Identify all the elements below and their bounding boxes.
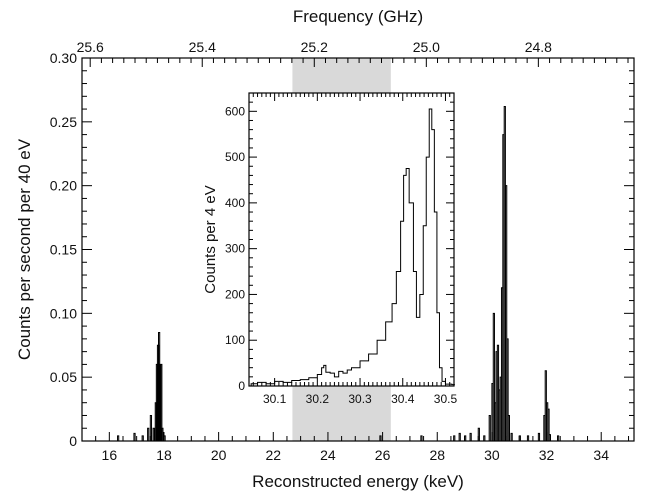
x-tick-label: 16 xyxy=(102,447,118,463)
inset-plot: 30.1 30.2 30.3 30.4 30.50100200300400500600 … xyxy=(202,92,457,406)
x-tick-label: 24 xyxy=(320,447,336,463)
top-tick-label: 25.6 xyxy=(77,39,104,55)
inset-background xyxy=(249,93,454,386)
y-tick-label: 0 xyxy=(69,433,77,449)
top-tick-label: 25.2 xyxy=(301,39,328,55)
y-tick-label: 0.15 xyxy=(50,242,77,258)
inset-y-tick-label: 400 xyxy=(225,196,245,210)
top-tick-label: 24.8 xyxy=(525,39,552,55)
x-tick-label: 30 xyxy=(484,447,500,463)
x-tick-label: 26 xyxy=(375,447,391,463)
x-tick-label: 32 xyxy=(539,447,555,463)
x-tick-label: 20 xyxy=(211,447,227,463)
inset-y-tick-label: 600 xyxy=(225,104,245,118)
x-tick-label: 34 xyxy=(593,447,609,463)
tick-marks xyxy=(82,57,634,442)
y-tick-label: 0.05 xyxy=(50,369,77,385)
inset-x-tick-label: 30.5 xyxy=(434,392,458,406)
x-tick-label: 28 xyxy=(429,447,445,463)
inset-y-tick-label: 100 xyxy=(225,333,245,347)
tick-labels: 16 18 20 22 24 26 28 30 32 34 0 0.05 0.10 0.15 0.20 0.2… xyxy=(50,39,609,463)
x-tick-label: 22 xyxy=(265,447,281,463)
inset-histogram-line xyxy=(250,108,455,386)
inset-x-tick-label: 30.3 xyxy=(348,392,372,406)
inset-y-axis-title: Counts per 4 eV xyxy=(202,185,219,293)
y-axis-title: Counts per second per 40 eV xyxy=(15,138,34,360)
inset-x-tick-label: 30.4 xyxy=(391,392,415,406)
y-tick-label: 0.25 xyxy=(50,114,77,130)
inset-tick-labels: 30.1 30.2 30.3 30.4 30.5 0 100 200 300 400 500 600 xyxy=(225,104,457,406)
inset-x-tick-label: 30.1 xyxy=(263,392,287,406)
inset-y-tick-label: 0 xyxy=(238,379,245,393)
inset-x-tick-label: 30.2 xyxy=(306,392,330,406)
y-tick-label: 0.30 xyxy=(50,50,77,66)
top-x-axis-title: Frequency (GHz) xyxy=(293,7,423,26)
inset-y-tick-label: 200 xyxy=(225,287,245,301)
inset-tick-marks xyxy=(249,93,454,387)
x-axis-title: Reconstructed energy (keV) xyxy=(252,472,464,491)
inset-y-tick-label: 500 xyxy=(225,150,245,164)
top-tick-label: 25.0 xyxy=(413,39,440,55)
y-tick-label: 0.20 xyxy=(50,178,77,194)
x-tick-label: 18 xyxy=(156,447,172,463)
top-tick-label: 25.4 xyxy=(189,39,216,55)
inset-y-tick-label: 300 xyxy=(225,242,245,256)
y-tick-label: 0.10 xyxy=(50,305,77,321)
